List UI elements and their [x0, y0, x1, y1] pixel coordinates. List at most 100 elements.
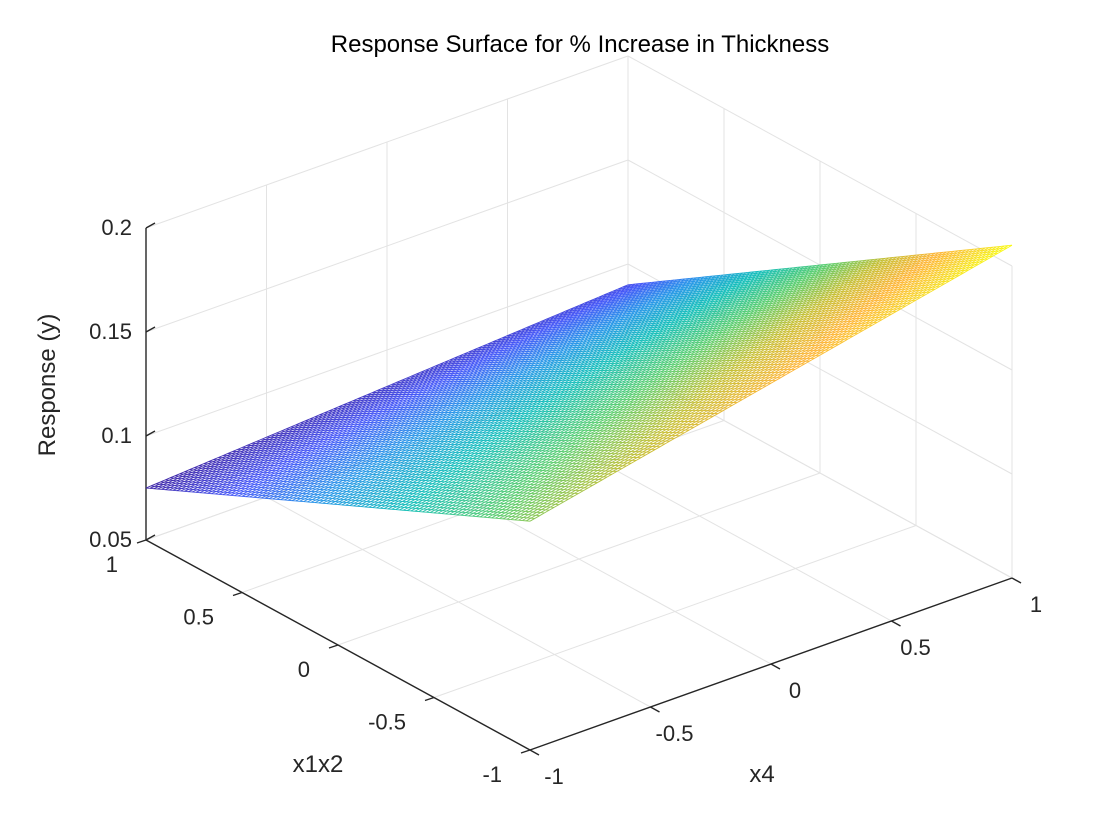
mesh-line [544, 497, 550, 501]
mesh-line [460, 500, 466, 504]
mesh-line [527, 499, 534, 503]
mesh-line [610, 462, 617, 466]
mesh-line [455, 502, 462, 507]
mesh-line [702, 410, 708, 414]
mesh-line [476, 489, 482, 493]
mesh-line [681, 426, 687, 431]
mesh-line [442, 507, 448, 512]
mesh-line [571, 486, 577, 491]
mesh-line [581, 478, 588, 483]
mesh-line [696, 415, 702, 420]
mesh-line [566, 489, 572, 494]
mesh-line [735, 393, 741, 398]
mesh-line [762, 382, 768, 387]
mesh-line [536, 496, 542, 501]
mesh-line [692, 415, 699, 420]
mesh-line [637, 451, 644, 456]
mesh-line [623, 459, 629, 464]
y-tick-mark [424, 696, 435, 702]
mesh-line [728, 402, 734, 406]
mesh-line [687, 418, 694, 422]
mesh-line [743, 391, 750, 395]
mesh-line [449, 511, 455, 515]
mesh-line [513, 495, 519, 499]
mesh-line [462, 506, 468, 510]
mesh-line [730, 396, 736, 401]
x-tick-mark [1011, 577, 1022, 584]
mesh-line [457, 508, 464, 513]
mesh-line [717, 410, 724, 414]
mesh-line [674, 435, 680, 439]
mesh-line [642, 448, 648, 453]
mesh-line [499, 503, 505, 507]
mesh-line [528, 508, 535, 513]
mesh-line [506, 516, 513, 520]
mesh-line [495, 502, 501, 507]
mesh-line [553, 491, 560, 496]
mesh-line [490, 505, 496, 509]
mesh-line [608, 467, 615, 472]
mesh-line [629, 454, 635, 458]
mesh-line [534, 490, 541, 495]
mesh-line [468, 512, 474, 517]
mesh-line [611, 471, 617, 475]
mesh-line [673, 426, 679, 431]
mesh-line [716, 402, 723, 406]
mesh-line [718, 407, 725, 412]
mesh-line [470, 495, 476, 499]
mesh-line [547, 500, 553, 505]
mesh-line [508, 510, 514, 514]
mesh-line [550, 503, 556, 508]
mesh-line [639, 445, 646, 450]
mesh-line [532, 508, 538, 513]
mesh-line [479, 501, 486, 506]
mesh-line [540, 509, 546, 514]
mesh-line [658, 437, 664, 442]
mesh-line [726, 396, 732, 401]
z-tick-mark [145, 534, 156, 541]
mesh-line [530, 490, 537, 494]
mesh-line [524, 498, 530, 503]
mesh-line [761, 385, 767, 390]
mesh-line [577, 481, 583, 485]
mesh-line [474, 495, 480, 499]
mesh-line [506, 491, 513, 496]
mesh-line [538, 490, 544, 495]
mesh-line [712, 413, 719, 417]
mesh-line [603, 473, 609, 478]
mesh-line [557, 492, 564, 496]
mesh-line [572, 483, 578, 488]
mesh-line [505, 506, 512, 511]
mesh-line [514, 504, 520, 508]
mesh-line [660, 440, 667, 445]
mesh-line [600, 470, 606, 475]
mesh-line [601, 467, 607, 472]
y-tick-mark [328, 644, 339, 649]
mesh-line [503, 512, 510, 517]
mesh-line [638, 448, 645, 453]
mesh-line [475, 492, 481, 496]
mesh-line [471, 504, 477, 508]
mesh-line [650, 449, 656, 453]
mesh-line [659, 434, 665, 439]
mesh-line [632, 454, 639, 458]
mesh-line [661, 437, 668, 442]
mesh-line [500, 512, 506, 516]
mesh-line [573, 493, 579, 497]
wall-gridline-z [145, 55, 629, 229]
mesh-line [437, 510, 443, 514]
mesh-line [517, 495, 523, 499]
x-tick-mark [529, 749, 540, 756]
mesh-line [450, 508, 456, 512]
mesh-line [715, 404, 722, 409]
mesh-line [662, 434, 669, 439]
mesh-line [663, 432, 670, 436]
mesh-line [678, 423, 684, 428]
mesh-line [697, 412, 703, 417]
mesh-line [580, 481, 587, 485]
mesh-line [706, 410, 712, 414]
mesh-line [606, 473, 613, 478]
mesh-line [532, 496, 539, 501]
mesh-line [659, 443, 666, 448]
mesh-line [545, 506, 551, 511]
